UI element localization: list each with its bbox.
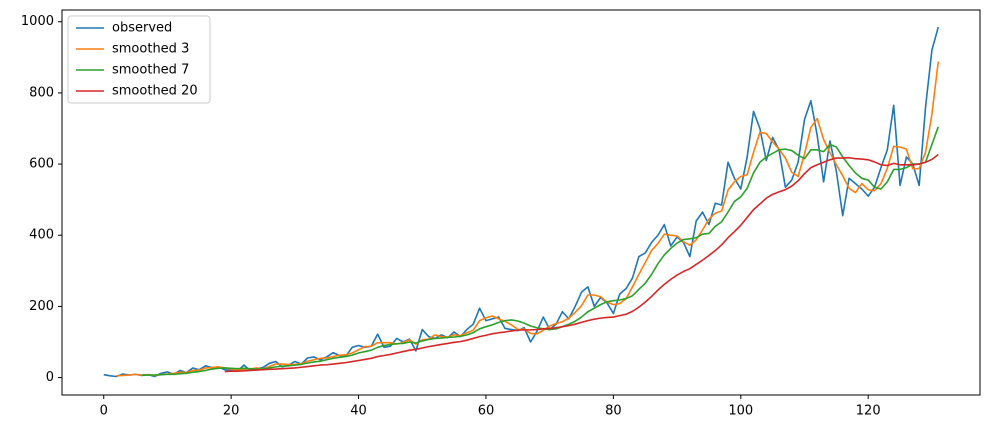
line xyxy=(116,61,940,377)
y-tick-label: 800 xyxy=(29,85,54,100)
legend-label: observed xyxy=(112,21,172,36)
x-tick-label: 40 xyxy=(350,404,367,419)
x-tick-label: 0 xyxy=(100,404,108,419)
plot-frame xyxy=(61,9,981,396)
legend: observed smoothed 3 smoothed 7 smoothed 20 xyxy=(67,15,211,104)
line xyxy=(224,153,939,373)
legend-label: smoothed 3 xyxy=(112,42,189,57)
y-tick-label: 400 xyxy=(29,228,54,243)
x-tick-label: 120 xyxy=(856,404,881,419)
legend-label: smoothed 7 xyxy=(112,63,189,78)
y-tick-label: 600 xyxy=(29,157,54,172)
y-tick-label: 200 xyxy=(29,299,54,314)
legend-box xyxy=(67,15,211,104)
line xyxy=(141,126,940,376)
y-tick-label: 0 xyxy=(46,370,54,385)
x-tick-label: 80 xyxy=(605,404,622,419)
line xyxy=(103,26,940,378)
legend-label: smoothed 20 xyxy=(112,84,198,99)
y-tick-label: 1000 xyxy=(21,14,54,29)
x-tick-label: 100 xyxy=(728,404,753,419)
x-tick-label: 60 xyxy=(478,404,495,419)
x-tick-label: 20 xyxy=(223,404,240,419)
